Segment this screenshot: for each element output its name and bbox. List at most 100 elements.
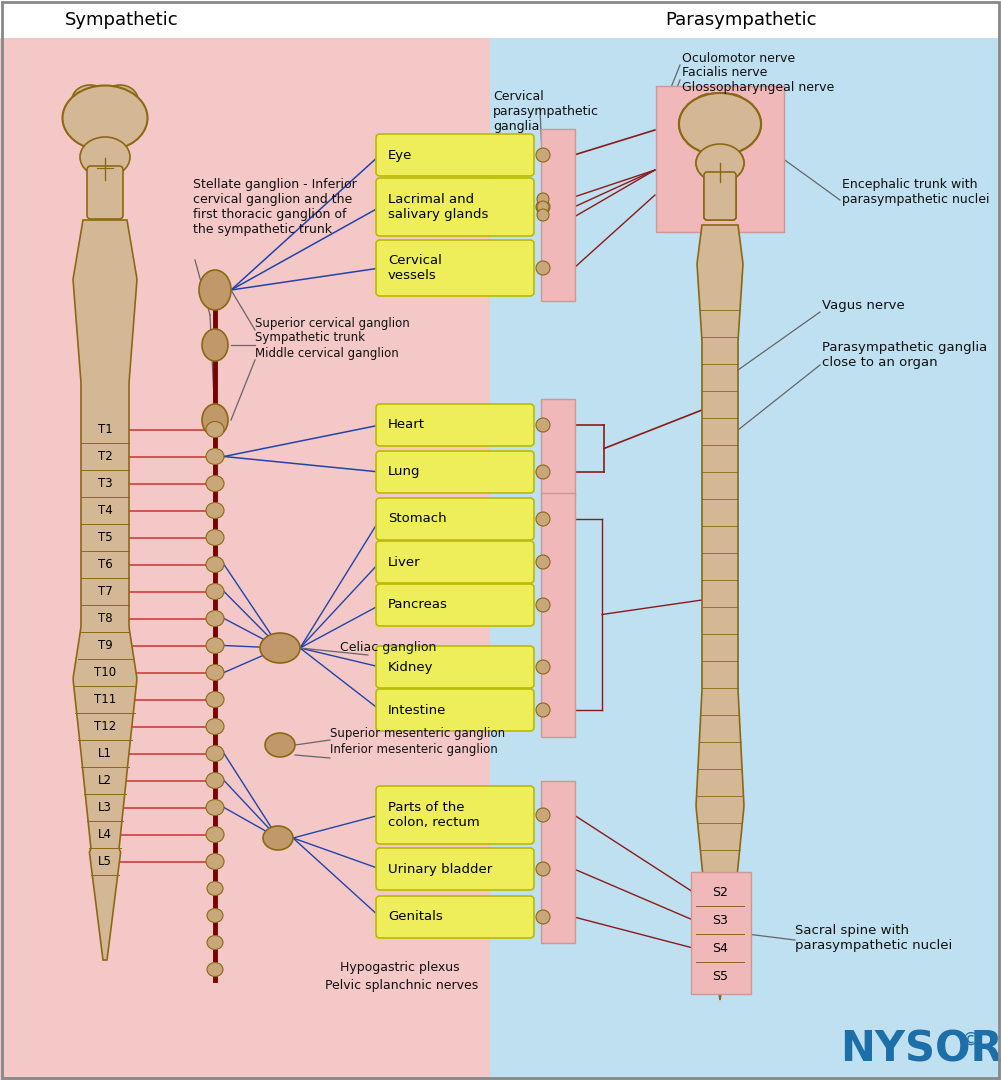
Ellipse shape — [207, 908, 223, 922]
Text: T7: T7 — [98, 585, 112, 598]
Text: S3: S3 — [712, 914, 728, 927]
FancyBboxPatch shape — [541, 399, 575, 496]
Ellipse shape — [206, 610, 224, 626]
FancyBboxPatch shape — [376, 404, 534, 446]
Text: L5: L5 — [98, 855, 112, 868]
Ellipse shape — [206, 475, 224, 491]
Ellipse shape — [536, 703, 550, 717]
Ellipse shape — [693, 94, 727, 120]
Ellipse shape — [206, 421, 224, 437]
FancyBboxPatch shape — [376, 584, 534, 626]
Text: Liver: Liver — [388, 555, 420, 568]
Text: Parasympathetic: Parasympathetic — [665, 11, 817, 29]
Text: Sympathetic: Sympathetic — [65, 11, 178, 29]
Ellipse shape — [536, 261, 550, 275]
Text: Urinary bladder: Urinary bladder — [388, 863, 492, 876]
FancyBboxPatch shape — [376, 786, 534, 843]
Ellipse shape — [536, 660, 550, 674]
Text: Intestine: Intestine — [388, 703, 446, 716]
FancyBboxPatch shape — [376, 178, 534, 237]
Ellipse shape — [679, 93, 761, 156]
Ellipse shape — [536, 555, 550, 569]
Ellipse shape — [537, 210, 549, 221]
Ellipse shape — [206, 853, 224, 869]
Ellipse shape — [207, 881, 223, 895]
Text: T10: T10 — [94, 666, 116, 679]
Polygon shape — [73, 220, 137, 960]
FancyBboxPatch shape — [376, 848, 534, 890]
Ellipse shape — [207, 962, 223, 976]
Ellipse shape — [72, 85, 108, 114]
Ellipse shape — [536, 418, 550, 432]
Text: Middle cervical ganglion: Middle cervical ganglion — [255, 347, 398, 360]
Text: Parts of the
colon, rectum: Parts of the colon, rectum — [388, 801, 479, 829]
Ellipse shape — [199, 270, 231, 310]
Text: Superior mesenteric ganglion: Superior mesenteric ganglion — [330, 727, 506, 740]
Text: Vagus nerve: Vagus nerve — [822, 298, 905, 311]
Ellipse shape — [206, 583, 224, 599]
FancyBboxPatch shape — [376, 498, 534, 540]
FancyBboxPatch shape — [376, 451, 534, 492]
Ellipse shape — [80, 137, 130, 177]
Text: S2: S2 — [712, 886, 728, 899]
FancyBboxPatch shape — [87, 166, 123, 219]
FancyBboxPatch shape — [691, 872, 751, 994]
Text: Lacrimal and
salivary glands: Lacrimal and salivary glands — [388, 193, 488, 221]
Text: T2: T2 — [98, 450, 112, 463]
Ellipse shape — [102, 85, 138, 114]
Ellipse shape — [713, 94, 747, 120]
FancyBboxPatch shape — [376, 134, 534, 176]
Ellipse shape — [536, 200, 550, 214]
Bar — [0, 0, 1001, 38]
Ellipse shape — [206, 718, 224, 734]
Text: T12: T12 — [94, 720, 116, 733]
Ellipse shape — [537, 201, 549, 213]
Text: Sympathetic trunk: Sympathetic trunk — [255, 332, 365, 345]
FancyBboxPatch shape — [376, 689, 534, 731]
Text: Heart: Heart — [388, 418, 425, 432]
Text: Facialis nerve: Facialis nerve — [682, 67, 768, 80]
Text: Sacral spine with
parasympathetic nuclei: Sacral spine with parasympathetic nuclei — [795, 924, 952, 951]
Text: Stomach: Stomach — [388, 513, 446, 526]
Ellipse shape — [536, 910, 550, 924]
FancyBboxPatch shape — [704, 172, 736, 220]
Ellipse shape — [206, 556, 224, 572]
Text: S4: S4 — [712, 942, 728, 955]
Ellipse shape — [202, 404, 228, 436]
Ellipse shape — [206, 448, 224, 464]
Text: Hypogastric plexus: Hypogastric plexus — [340, 961, 459, 974]
Text: NYSORA: NYSORA — [840, 1029, 1001, 1071]
Ellipse shape — [713, 94, 747, 120]
Ellipse shape — [206, 745, 224, 761]
Ellipse shape — [536, 465, 550, 480]
Ellipse shape — [696, 144, 744, 183]
Ellipse shape — [536, 862, 550, 876]
FancyBboxPatch shape — [376, 896, 534, 939]
Ellipse shape — [202, 329, 228, 361]
FancyBboxPatch shape — [541, 781, 575, 943]
Ellipse shape — [536, 598, 550, 612]
Ellipse shape — [206, 502, 224, 518]
Ellipse shape — [536, 808, 550, 822]
Text: T3: T3 — [98, 477, 112, 490]
Bar — [490, 0, 1001, 1080]
Text: T9: T9 — [98, 639, 112, 652]
Text: L2: L2 — [98, 774, 112, 787]
Text: T1: T1 — [98, 423, 112, 436]
Text: Lung: Lung — [388, 465, 420, 478]
Ellipse shape — [206, 799, 224, 815]
FancyBboxPatch shape — [376, 541, 534, 583]
Text: T5: T5 — [98, 531, 112, 544]
Text: Oculomotor nerve: Oculomotor nerve — [682, 52, 795, 65]
Text: Glossopharyngeal nerve: Glossopharyngeal nerve — [682, 81, 834, 94]
Text: Superior cervical ganglion: Superior cervical ganglion — [255, 316, 409, 329]
Text: T6: T6 — [98, 558, 112, 571]
Ellipse shape — [206, 826, 224, 842]
Ellipse shape — [679, 93, 761, 156]
Ellipse shape — [537, 193, 549, 205]
Text: Cervical
parasympathetic
ganglia: Cervical parasympathetic ganglia — [493, 90, 599, 133]
Text: L3: L3 — [98, 801, 112, 814]
Text: T4: T4 — [98, 504, 112, 517]
Text: T11: T11 — [94, 693, 116, 706]
Bar — [0, 0, 490, 1080]
